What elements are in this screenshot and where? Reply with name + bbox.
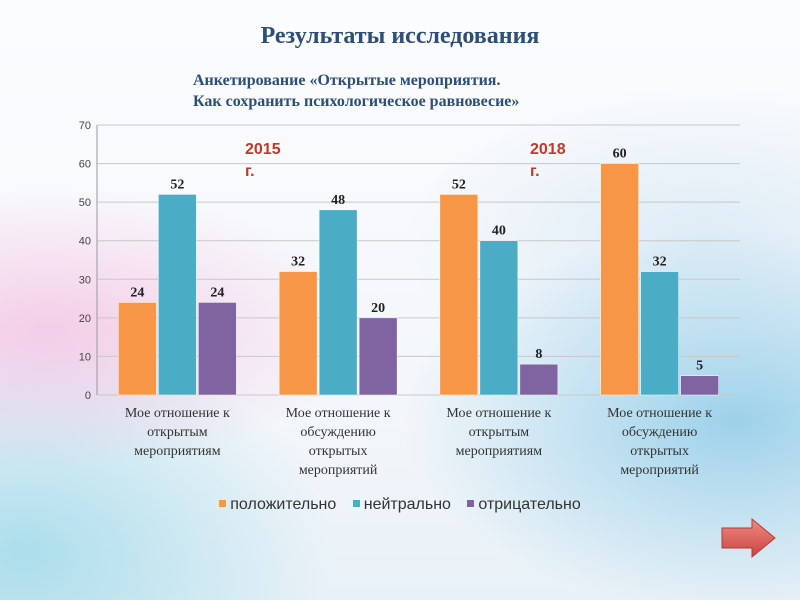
bar bbox=[158, 194, 197, 396]
data-label: 5 bbox=[696, 359, 703, 374]
bar bbox=[198, 302, 237, 396]
bar-chart: 0 10 20 30 40 50 60 70 24 32 52 60 52 48 40 32 24 20 8 5 Мое… bbox=[79, 120, 740, 478]
legend-label: нейтрально bbox=[363, 496, 451, 513]
legend-swatch bbox=[352, 500, 360, 507]
legend-item-positive: положительно bbox=[219, 496, 336, 514]
data-label: 32 bbox=[653, 255, 667, 270]
data-label: 32 bbox=[291, 255, 305, 270]
y-tick-label: 50 bbox=[79, 197, 91, 209]
data-label: 8 bbox=[535, 347, 542, 362]
legend-label: положительно bbox=[230, 496, 337, 513]
subtitle-line-1: Анкетирование «Открытые мероприятия. bbox=[193, 72, 501, 89]
bar bbox=[640, 271, 679, 396]
bar bbox=[318, 209, 358, 396]
data-label: 52 bbox=[452, 177, 466, 192]
legend-label: отрицательно bbox=[478, 496, 581, 513]
year-suffix: г. bbox=[245, 163, 255, 180]
x-tick-label: Мое отношение к обсуждению открытых меропри… bbox=[607, 406, 712, 478]
bar bbox=[439, 194, 479, 396]
year-number: 2015 bbox=[245, 141, 281, 158]
legend-swatch bbox=[219, 500, 227, 507]
chart-subtitle: Анкетирование «Открытые мероприятия. Как… bbox=[193, 70, 519, 112]
year-number: 2018 bbox=[530, 141, 566, 158]
y-tick-label: 0 bbox=[85, 390, 91, 402]
data-label: 52 bbox=[170, 177, 184, 192]
x-tick-label: Мое отношение к обсуждению открытых меропри… bbox=[286, 406, 391, 478]
bar bbox=[358, 317, 398, 396]
bar bbox=[519, 363, 559, 396]
data-label: 48 bbox=[331, 193, 345, 208]
year-label-2015: 2015 г. bbox=[245, 139, 281, 183]
chart-legend: положительно нейтрально отрицательно bbox=[0, 496, 800, 514]
page-title: Результаты исследования bbox=[260, 23, 540, 49]
data-label: 60 bbox=[613, 147, 627, 162]
y-tick-label: 30 bbox=[79, 274, 91, 286]
y-tick-label: 40 bbox=[79, 236, 91, 248]
bar bbox=[600, 163, 639, 396]
legend-swatch bbox=[467, 500, 475, 507]
y-tick-label: 20 bbox=[79, 313, 91, 325]
arrow-right-icon[interactable] bbox=[720, 517, 778, 559]
data-label: 24 bbox=[210, 285, 224, 300]
legend-item-negative: отрицательно bbox=[467, 496, 581, 514]
legend-item-neutral: нейтрально bbox=[352, 496, 451, 514]
data-label: 20 bbox=[371, 301, 385, 316]
bar bbox=[680, 375, 719, 396]
data-label: 40 bbox=[492, 224, 506, 239]
x-tick-label: Мое отношение к открытым мероприятиям bbox=[125, 406, 230, 459]
y-tick-label: 60 bbox=[79, 159, 91, 171]
bar bbox=[118, 302, 157, 396]
x-tick-label: Мое отношение к открытым мероприятиям bbox=[446, 406, 551, 459]
y-tick-label: 10 bbox=[79, 351, 91, 363]
bar bbox=[278, 271, 318, 396]
year-label-2018: 2018 г. bbox=[530, 139, 566, 183]
year-suffix: г. bbox=[530, 163, 540, 180]
data-label: 24 bbox=[130, 285, 144, 300]
y-tick-label: 70 bbox=[79, 120, 91, 132]
subtitle-line-2: Как сохранить психологическое равновесие… bbox=[193, 93, 520, 110]
bar bbox=[479, 240, 519, 396]
